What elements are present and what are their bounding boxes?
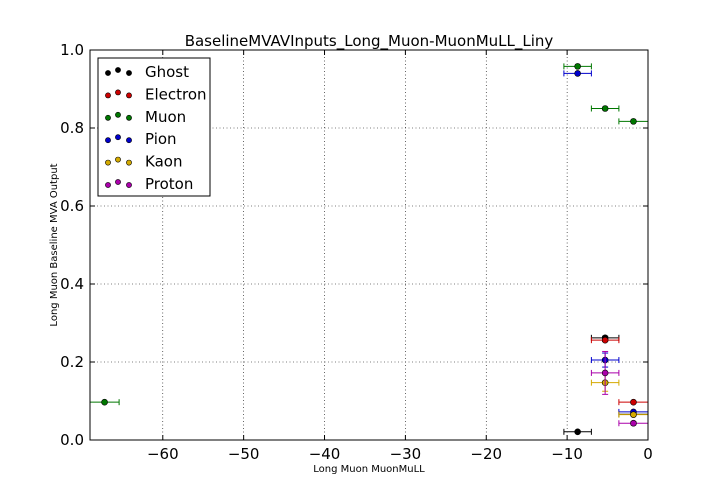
legend-marker <box>126 92 132 99</box>
data-point <box>563 428 592 436</box>
x-tick-label: −10 <box>551 445 583 463</box>
legend-marker <box>126 70 132 76</box>
y-tick-label: 0.2 <box>60 353 84 371</box>
legend-entry: Electron <box>105 85 207 103</box>
marker <box>630 398 637 406</box>
data-point <box>563 70 592 77</box>
legend-entry: Proton <box>105 175 193 193</box>
x-tick-label: −60 <box>147 445 179 463</box>
legend-entry: Pion <box>105 130 177 148</box>
legend-label: Electron <box>145 85 207 103</box>
legend-marker <box>115 179 121 185</box>
marker <box>574 70 581 77</box>
x-tick-label: −30 <box>390 445 422 463</box>
marker <box>601 336 609 344</box>
data-point <box>618 118 649 125</box>
data-point <box>618 419 649 427</box>
marker <box>574 428 581 436</box>
legend-marker <box>115 156 121 163</box>
legend-marker <box>126 137 132 144</box>
chart-title: BaselineMVAVInputs_Long_Muon-MuonMuLL_Li… <box>185 32 554 51</box>
legend-entry: Ghost <box>105 63 189 81</box>
legend: Ghost Electron Muon Pion Kaon Proton <box>97 57 211 197</box>
legend-marker <box>105 92 111 99</box>
y-tick-label: 0.4 <box>60 275 84 293</box>
x-tick-label: −40 <box>309 445 341 463</box>
legend-label: Kaon <box>145 153 182 171</box>
legend-marker <box>115 111 121 118</box>
data-point <box>590 336 620 344</box>
legend-box <box>97 57 211 197</box>
legend-marker <box>126 182 132 188</box>
axis-ticks: −60 −50 −40 −30 −20 −10 0 0.0 0.2 0.4 0.6 0.8 1.0 <box>60 41 653 463</box>
data-point <box>89 398 120 406</box>
y-tick-label: 0.6 <box>60 197 84 215</box>
legend-marker <box>126 159 132 166</box>
legend-marker <box>115 89 121 96</box>
legend-entry: Kaon <box>105 153 182 171</box>
legend-marker <box>105 70 111 76</box>
data-point <box>618 398 649 406</box>
legend-label: Pion <box>145 130 177 148</box>
legend-entry: Muon <box>105 108 186 126</box>
marker <box>101 398 108 406</box>
data-point <box>618 411 649 418</box>
x-tick-label: −20 <box>470 445 502 463</box>
data-point <box>563 63 592 70</box>
legend-label: Muon <box>145 108 186 126</box>
legend-marker <box>115 67 121 73</box>
marker <box>630 118 637 125</box>
legend-marker <box>105 159 111 166</box>
y-tick-label: 0.8 <box>60 119 84 137</box>
marker <box>630 419 637 427</box>
marker <box>630 411 637 418</box>
marker <box>574 63 581 70</box>
legend-marker <box>105 182 111 188</box>
x-tick-label: 0 <box>643 445 653 463</box>
y-tick-label: 0.0 <box>60 431 84 449</box>
legend-marker <box>105 114 111 121</box>
legend-marker <box>126 114 132 121</box>
legend-label: Proton <box>145 175 193 193</box>
legend-marker <box>115 134 121 141</box>
x-tick-label: −50 <box>228 445 260 463</box>
y-axis-label: Long Muon Baseline MVA Output <box>49 163 60 326</box>
data-points <box>89 63 649 436</box>
legend-marker <box>105 137 111 144</box>
y-tick-label: 1.0 <box>60 41 84 59</box>
plot-frame <box>89 49 649 441</box>
data-point <box>590 105 620 112</box>
legend-label: Ghost <box>145 63 189 81</box>
x-axis-label: Long Muon MuonMuLL <box>313 464 425 475</box>
data-point <box>590 350 620 395</box>
marker <box>601 105 609 112</box>
marker <box>601 369 609 377</box>
